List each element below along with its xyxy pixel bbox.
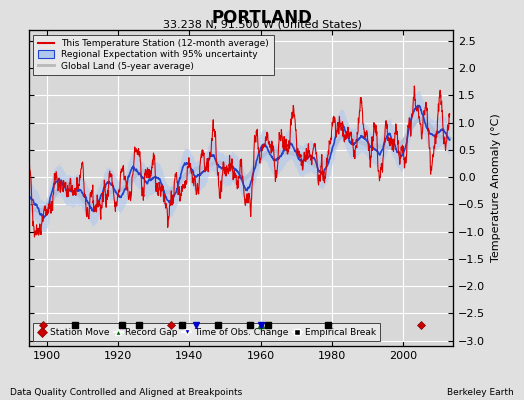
Text: PORTLAND: PORTLAND xyxy=(212,9,312,27)
Y-axis label: Temperature Anomaly (°C): Temperature Anomaly (°C) xyxy=(491,114,501,262)
Text: Berkeley Earth: Berkeley Earth xyxy=(447,388,514,397)
Legend: Station Move, Record Gap, Time of Obs. Change, Empirical Break: Station Move, Record Gap, Time of Obs. C… xyxy=(34,324,380,342)
Text: Data Quality Controlled and Aligned at Breakpoints: Data Quality Controlled and Aligned at B… xyxy=(10,388,243,397)
Text: 33.238 N, 91.500 W (United States): 33.238 N, 91.500 W (United States) xyxy=(162,19,362,29)
